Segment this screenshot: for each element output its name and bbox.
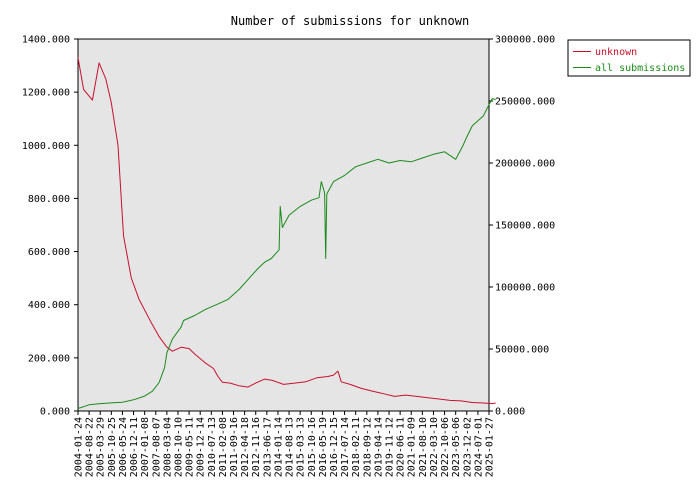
chart-title: Number of submissions for unknown [231,14,469,28]
legend-label-all-submissions: all submissions [595,63,685,74]
x-tick-label: 2018-09-12 [362,417,373,477]
right-tick-label: 50000.000 [495,345,549,356]
x-tick-label: 2023-05-06 [451,417,462,477]
x-tick-label: 2007-01-08 [140,417,151,477]
legend-box [567,39,691,77]
series-line-all-submissions [77,98,496,409]
right-tick-label: 200000.000 [495,159,555,170]
left-tick-label: 1200.000 [22,88,70,99]
legend-label-unknown: unknown [595,47,637,58]
x-tick-label: 2016-05-19 [318,417,329,477]
left-tick-label: 200.000 [28,353,70,364]
x-tick-label: 2019-04-14 [373,417,384,477]
x-tick-label: 2013-06-17 [262,417,273,477]
right-tick-label: 100000.000 [495,283,555,294]
x-tick-label: 2008-03-04 [162,417,173,477]
x-tick-label: 2019-11-12 [385,417,396,477]
x-tick-label: 2010-07-13 [207,417,218,477]
x-tick-label: 2021-08-10 [418,417,429,477]
x-tick-label: 2007-08-07 [151,417,162,477]
x-tick-label: 2012-11-16 [251,417,262,477]
left-y-axis: 0.000 200.000 400.000 600.000 800.000 1000.00… [22,35,78,418]
x-tick-label: 2011-09-16 [229,417,240,477]
series-line-unknown [77,57,496,405]
right-tick-label: 300000.000 [495,35,555,46]
right-y-axis: 0.000 50000.000 100000.000 150000.000 200000… [489,35,555,418]
x-tick-label: 2018-02-11 [351,417,362,477]
series-layer [77,57,496,409]
x-tick-label: 2009-12-14 [196,417,207,477]
x-tick-label: 2012-04-18 [240,417,251,477]
x-tick-label: 2024-07-01 [473,417,484,477]
x-tick-label: 2020-06-11 [396,417,407,477]
x-tick-label: 2008-10-10 [173,417,184,477]
right-tick-label: 150000.000 [495,221,555,232]
x-tick-label: 2004-01-24 [74,417,85,477]
x-tick-label: 2015-03-13 [296,417,307,477]
x-tick-label: 2011-02-08 [218,417,229,477]
x-tick-label: 2025-01-27 [485,417,496,477]
x-tick-label: 2021-01-09 [407,417,418,477]
x-tick-label: 2006-05-24 [118,417,129,477]
x-tick-label: 2006-12-11 [129,417,140,477]
x-tick-label: 2005-03-29 [96,417,107,477]
x-axis: 2004-01-24 2004-08-22 2005-03-29 2005-10-25… [74,411,496,477]
left-tick-label: 0.000 [40,407,70,418]
right-tick-label: 0.000 [495,407,525,418]
x-tick-label: 2023-12-02 [462,417,473,477]
left-tick-label: 1400.000 [22,35,70,46]
x-tick-label: 2015-10-16 [307,417,318,477]
x-tick-label: 2016-12-15 [329,417,340,477]
x-tick-label: 2022-10-06 [440,417,451,477]
left-tick-label: 1000.000 [22,141,70,152]
legend: unknown all submissions [567,39,691,77]
left-tick-label: 800.000 [28,194,70,205]
x-tick-label: 2017-07-14 [340,417,351,477]
x-tick-label: 2014-01-14 [273,417,284,477]
right-tick-label: 250000.000 [495,97,555,108]
x-tick-label: 2004-08-22 [85,417,96,477]
x-tick-label: 2009-05-11 [185,417,196,477]
x-tick-label: 2014-08-13 [285,417,296,477]
left-tick-label: 400.000 [28,300,70,311]
left-tick-label: 600.000 [28,247,70,258]
x-tick-label: 2005-10-25 [107,417,118,477]
x-tick-label: 2022-03-10 [429,417,440,477]
